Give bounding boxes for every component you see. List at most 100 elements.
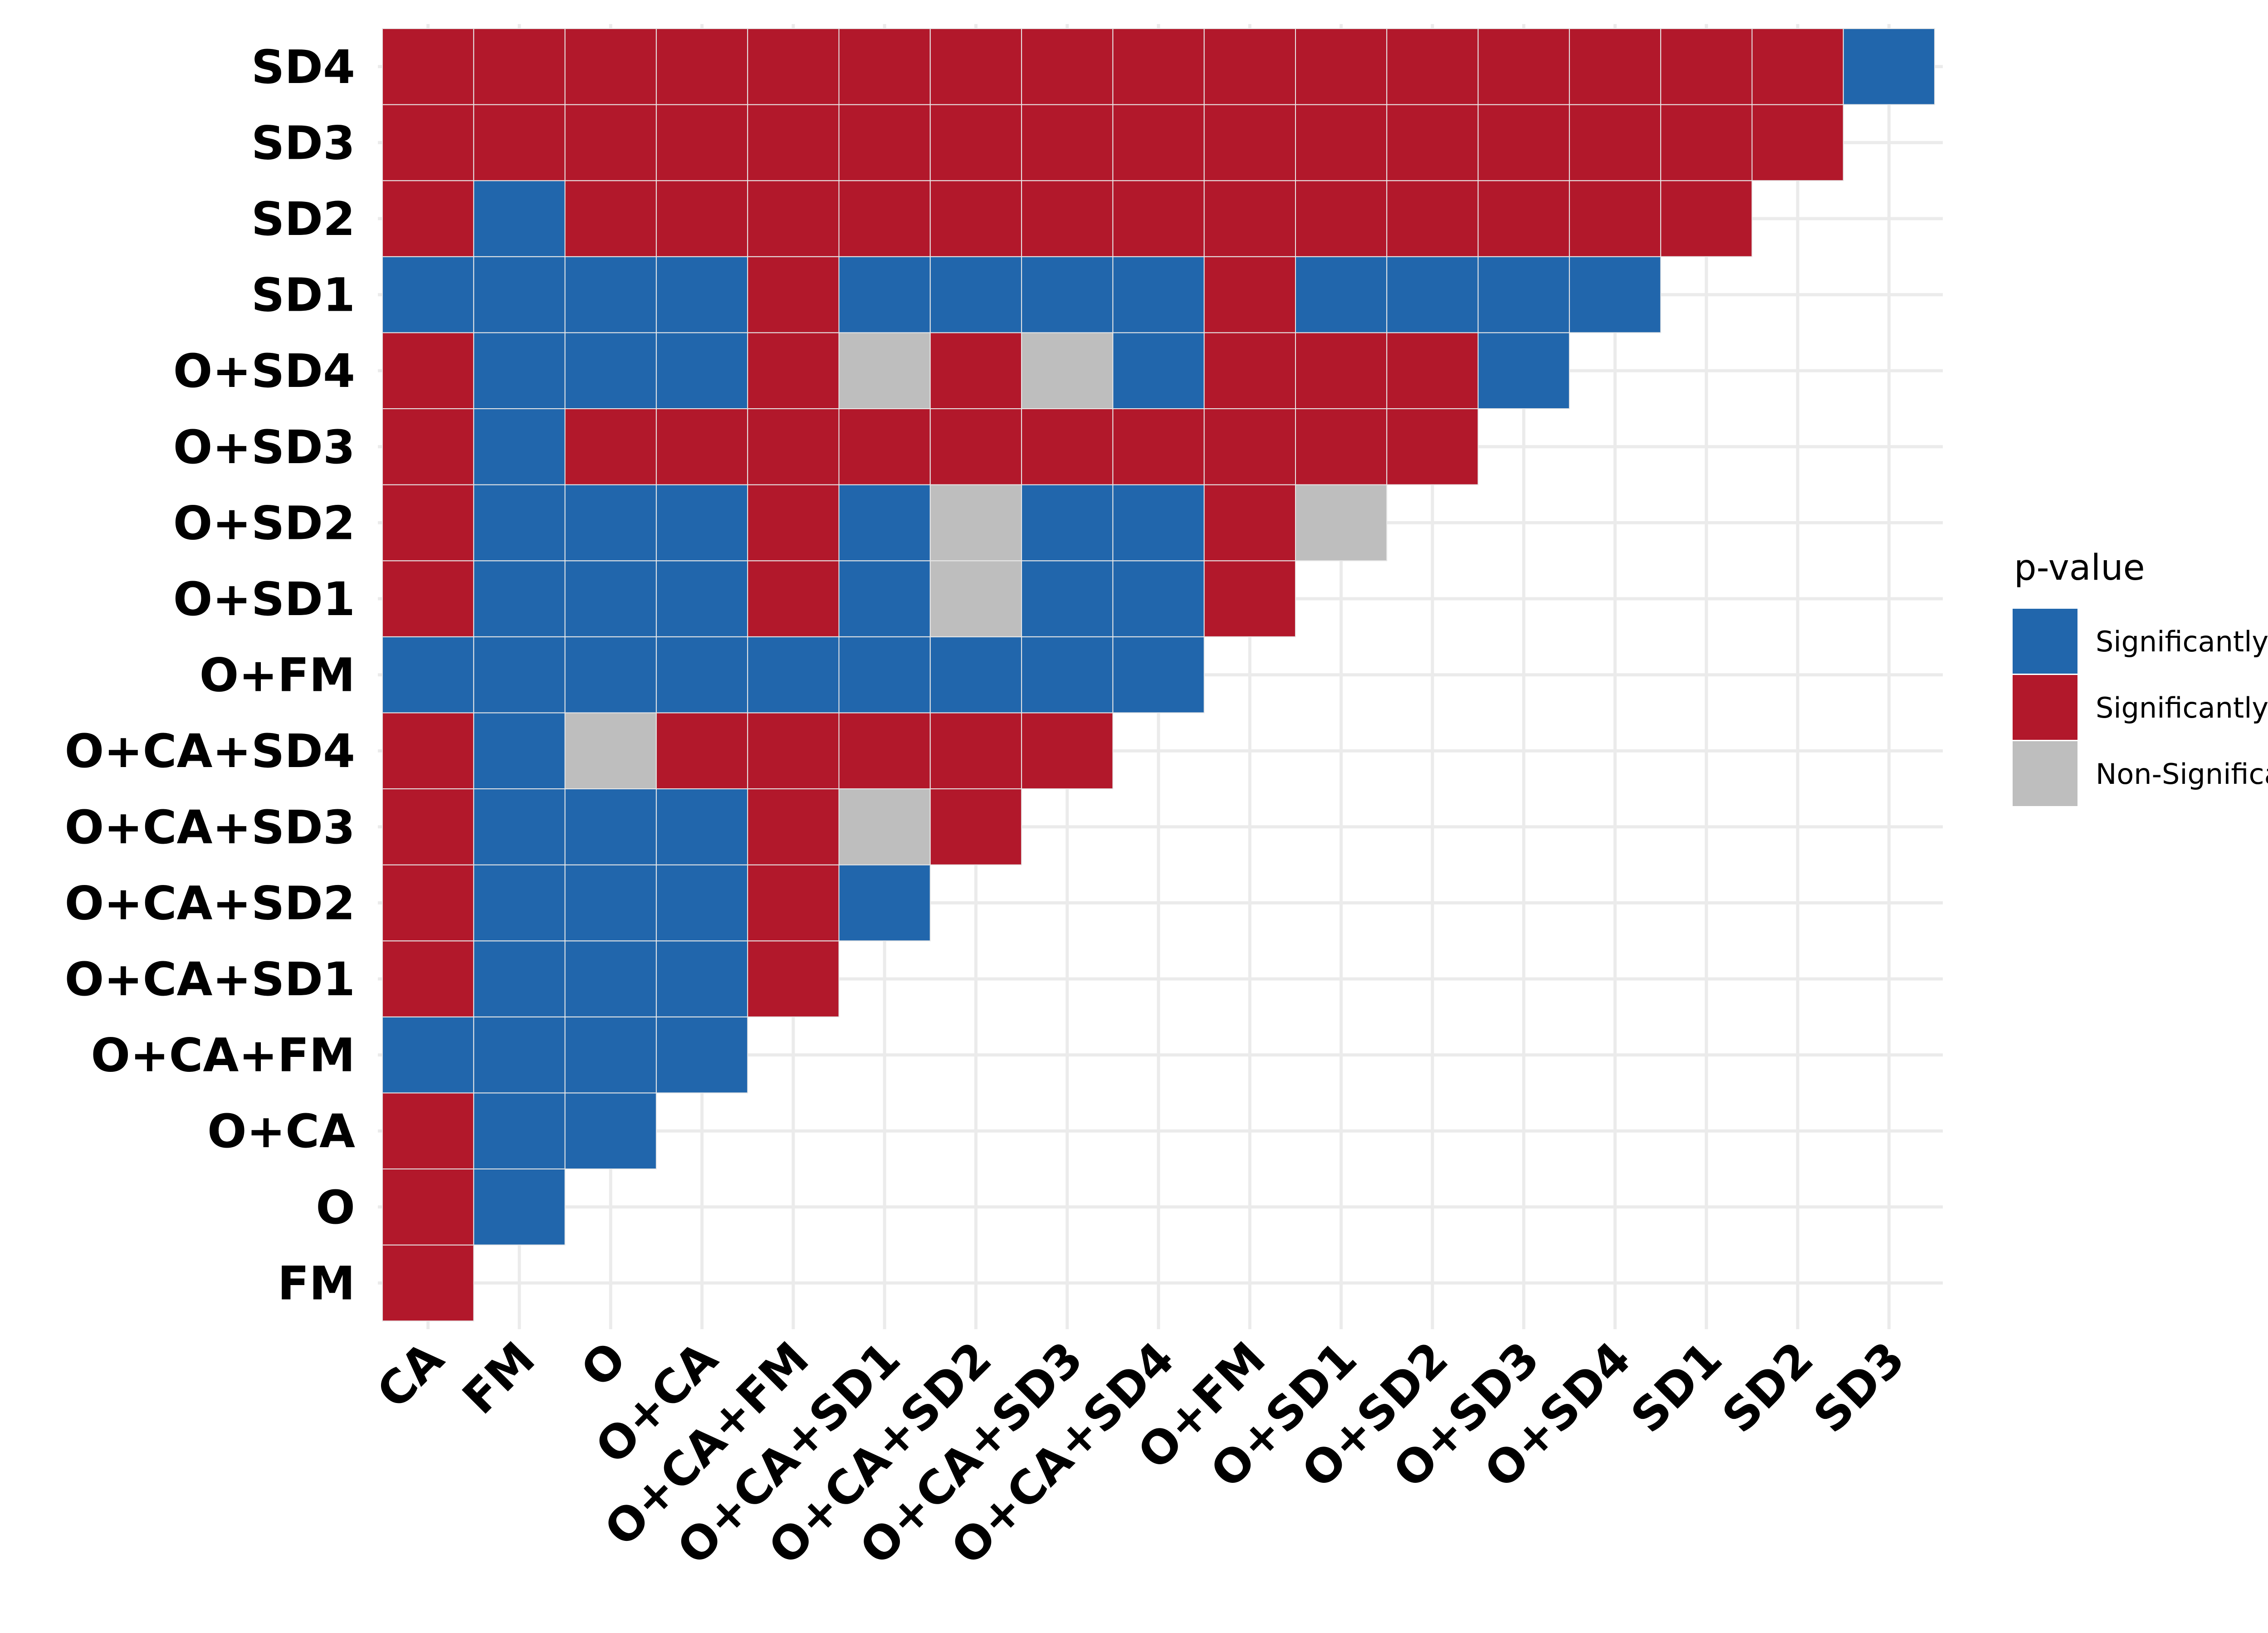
heatmap-cell: [1386, 104, 1479, 181]
x-tick-label: FM: [452, 1332, 545, 1425]
heatmap-cell: [929, 484, 1022, 562]
heatmap-cell: [929, 408, 1022, 485]
heatmap-cell: [1021, 484, 1114, 562]
heatmap-cell: [1751, 28, 1844, 105]
heatmap-cell: [473, 636, 566, 714]
heatmap-cell: [1295, 180, 1388, 257]
heatmap-cell: [564, 104, 657, 181]
heatmap-cell: [1477, 104, 1570, 181]
heatmap-cell: [473, 180, 566, 257]
heatmap-cell: [1295, 256, 1388, 333]
heatmap-cell: [564, 332, 657, 410]
heatmap-cell: [1386, 408, 1479, 485]
heatmap-cell: [655, 408, 748, 485]
heatmap-cell: [655, 104, 748, 181]
heatmap-cell: [1477, 28, 1570, 105]
heatmap-cell: [929, 180, 1022, 257]
heatmap-cell: [382, 28, 474, 105]
heatmap-cell: [929, 104, 1022, 181]
heatmap-cell: [1295, 28, 1388, 105]
heatmap-cell: [382, 180, 474, 257]
heatmap-cell: [747, 484, 840, 562]
heatmap-cell: [382, 1169, 474, 1246]
heatmap-cell: [382, 560, 474, 637]
heatmap-cell: [1295, 408, 1388, 485]
heatmap-cell: [838, 332, 931, 410]
heatmap-cell: [564, 408, 657, 485]
y-tick-label: O+SD2: [173, 496, 355, 550]
heatmap-cell: [473, 408, 566, 485]
heatmap-cell: [382, 712, 474, 790]
y-tick-label: O+CA+SD3: [64, 801, 355, 855]
heatmap-cell: [382, 636, 474, 714]
heatmap-cell: [838, 560, 931, 637]
heatmap-cell: [473, 940, 566, 1017]
heatmap-cell: [1386, 28, 1479, 105]
heatmap-cell: [1386, 180, 1479, 257]
heatmap-cell: [1569, 256, 1662, 333]
heatmap-cell: [747, 940, 840, 1017]
heatmap-cell: [747, 332, 840, 410]
y-tick-label: O: [316, 1181, 355, 1235]
heatmap-cell: [382, 484, 474, 562]
y-tick-label: SD4: [251, 40, 355, 94]
heatmap-cell: [655, 484, 748, 562]
y-axis-labels: FM O O+CA O+CA+FM O+CA+SD1 O+CA+SD2 O+CA+SD3 O+…: [64, 40, 355, 1311]
heatmap-cell: [473, 560, 566, 637]
heatmap-cell: [1569, 28, 1662, 105]
y-tick-label: O+CA+SD4: [64, 724, 355, 778]
heatmap-cell: [1660, 180, 1753, 257]
heatmap-cell: [564, 940, 657, 1017]
heatmap-cell: [1112, 636, 1205, 714]
heatmap-cell: [655, 636, 748, 714]
heatmap-cell: [747, 560, 840, 637]
heatmap-cell: [473, 1092, 566, 1169]
heatmap-cell: [1021, 636, 1114, 714]
x-tick-label: SD2: [1712, 1332, 1824, 1443]
heatmap-cell: [473, 788, 566, 865]
x-tick-label: CA: [367, 1332, 454, 1419]
heatmap-cell: [838, 180, 931, 257]
legend: p-value Significantly HigherSignificantl…: [2013, 548, 2268, 806]
heatmap-cell: [747, 28, 840, 105]
legend-items: Significantly Higher Significantly Lower N…: [2013, 609, 2268, 806]
y-tick-label: O+CA+SD2: [64, 876, 355, 930]
heatmap-cell: [1843, 28, 1936, 105]
heatmap-cell: [564, 256, 657, 333]
heatmap-cell: [1751, 104, 1844, 181]
heatmap-cell: [564, 864, 657, 942]
heatmap-cell: [473, 712, 566, 790]
heatmap-cell: [1660, 28, 1753, 105]
heatmap-cell: [838, 104, 931, 181]
legend-label: Significantly Higher: [2096, 625, 2268, 658]
heatmap-cell: [838, 256, 931, 333]
heatmap-cell: [1112, 256, 1205, 333]
heatmap-cell: [564, 712, 657, 790]
heatmap-cell: [1203, 104, 1296, 181]
heatmap-cell: [655, 1016, 748, 1094]
heatmap-cell: [382, 864, 474, 942]
heatmap-cell: [929, 636, 1022, 714]
heatmap-cell: [382, 256, 474, 333]
heatmap-cell: [1295, 104, 1388, 181]
y-tick-label: O+CA+FM: [91, 1029, 355, 1083]
legend-swatch: [2013, 609, 2077, 674]
heatmap-cell: [382, 788, 474, 865]
heatmap-cell: [1112, 28, 1205, 105]
heatmap-cell: [838, 788, 931, 865]
heatmap-cell: [747, 712, 840, 790]
heatmap-cell: [1021, 560, 1114, 637]
heatmap-cell: [929, 28, 1022, 105]
heatmap-cell: [1386, 256, 1479, 333]
heatmap-cell: [1477, 180, 1570, 257]
heatmap-cell: [655, 256, 748, 333]
y-tick-label: SD1: [251, 269, 355, 323]
heatmap-cell: [1386, 332, 1479, 410]
y-tick-label: FM: [278, 1257, 355, 1310]
heatmap-cell: [655, 560, 748, 637]
heatmap-cell: [382, 104, 474, 181]
heatmap-cell: [929, 560, 1022, 637]
heatmap-cell: [1295, 332, 1388, 410]
heatmap-cell: [1203, 484, 1296, 562]
